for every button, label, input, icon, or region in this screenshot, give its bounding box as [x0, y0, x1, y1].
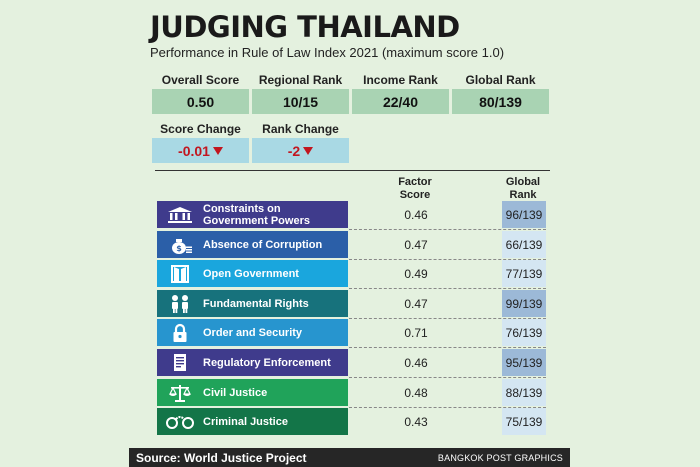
table-row: Open Government 0.49 77/139 — [157, 260, 546, 289]
global-rank-cell: 75/139 — [502, 408, 546, 435]
regional-rank-value: 10/15 — [252, 89, 349, 114]
footer: Source: World Justice Project BANGKOK PO… — [129, 448, 570, 467]
factor-label: Absence of Corruption — [203, 238, 323, 251]
factor-label: Open Government — [203, 267, 299, 280]
factor-cell: $ Absence of Corruption — [157, 231, 348, 258]
scales-icon — [157, 379, 203, 406]
table-divider — [155, 170, 550, 171]
table-row: Constraints on Government Powers 0.46 96/1… — [157, 201, 546, 230]
factor-label: Civil Justice — [203, 386, 268, 399]
factor-score: 0.47 — [404, 296, 428, 311]
row-separator — [349, 318, 546, 319]
open-door-icon — [157, 260, 203, 287]
factor-score: 0.43 — [404, 414, 428, 429]
factor-cell: Order and Security — [157, 319, 348, 346]
row-separator — [349, 347, 546, 348]
table-row: Regulatory Enforcement 0.46 95/139 — [157, 349, 546, 378]
overall-score-label: Overall Score — [161, 73, 240, 87]
table-row: Fundamental Rights 0.47 99/139 — [157, 290, 546, 319]
global-rank-cell: 95/139 — [502, 349, 546, 376]
row-separator — [349, 229, 546, 230]
factor-label: Constraints on Government Powers — [203, 202, 310, 227]
factor-score: 0.46 — [404, 355, 428, 370]
padlock-icon — [157, 319, 203, 346]
factor-label: Order and Security — [203, 326, 303, 339]
factor-cell: Civil Justice — [157, 379, 348, 406]
down-triangle-icon — [212, 146, 223, 155]
global-rank-cell: 76/139 — [502, 319, 546, 346]
down-triangle-icon — [303, 146, 314, 155]
rank-change-label: Rank Change — [262, 122, 339, 136]
table-row: Criminal Justice 0.43 75/139 — [157, 408, 546, 435]
global-rank-cell: 88/139 — [502, 379, 546, 406]
factor-score: 0.46 — [404, 207, 428, 222]
factor-label: Criminal Justice — [203, 415, 288, 428]
brand-credit: BANGKOK POST GRAPHICS — [437, 452, 563, 463]
income-rank-label: Income Rank — [363, 73, 438, 87]
factor-label: Fundamental Rights — [203, 297, 309, 310]
page-subtitle: Performance in Rule of Law Index 2021 (m… — [150, 45, 505, 60]
factor-label: Regulatory Enforcement — [203, 356, 331, 369]
courthouse-icon — [157, 201, 203, 228]
global-rank-cell: 66/139 — [502, 231, 546, 258]
row-separator — [349, 288, 546, 289]
table-row: Order and Security 0.71 76/139 — [157, 319, 546, 348]
table-row: $ Absence of Corruption 0.47 66/139 — [157, 231, 546, 260]
row-separator — [349, 377, 546, 378]
score-change-value: -0.01 — [152, 138, 249, 163]
factor-cell: Criminal Justice — [157, 408, 348, 435]
page-title: JUDGING THAILAND — [150, 10, 460, 44]
rank-change-value: -2 — [252, 138, 349, 163]
factor-cell: Constraints on Government Powers — [157, 201, 348, 228]
global-rank-cell: 96/139 — [502, 201, 546, 228]
factor-cell: Fundamental Rights — [157, 290, 348, 317]
people-icon — [157, 290, 203, 317]
document-icon — [157, 349, 203, 376]
global-rank-cell: 99/139 — [502, 290, 546, 317]
score-change-label: Score Change — [160, 122, 241, 136]
row-separator — [349, 259, 546, 260]
income-rank-value: 22/40 — [352, 89, 449, 114]
row-separator — [349, 407, 546, 408]
regional-rank-label: Regional Rank — [258, 73, 343, 87]
global-rank-cell: 77/139 — [502, 260, 546, 287]
svg-text:$: $ — [176, 244, 182, 253]
factor-cell: Open Government — [157, 260, 348, 287]
factor-score: 0.48 — [404, 385, 428, 400]
factor-cell: Regulatory Enforcement — [157, 349, 348, 376]
global-rank-value: 80/139 — [452, 89, 549, 114]
handcuffs-icon — [157, 408, 203, 435]
factor-score: 0.47 — [404, 237, 428, 252]
global-rank-label: Global Rank — [465, 73, 536, 87]
factor-score: 0.71 — [404, 325, 428, 340]
factor-score-header: Factor Score — [398, 176, 432, 201]
money-bag-icon: $ — [157, 231, 203, 258]
table-row: Civil Justice 0.48 88/139 — [157, 379, 546, 408]
factor-score: 0.49 — [404, 266, 428, 281]
source-credit: Source: World Justice Project — [136, 450, 307, 465]
overall-score-value: 0.50 — [152, 89, 249, 114]
global-rank-header: Global Rank — [505, 176, 541, 201]
